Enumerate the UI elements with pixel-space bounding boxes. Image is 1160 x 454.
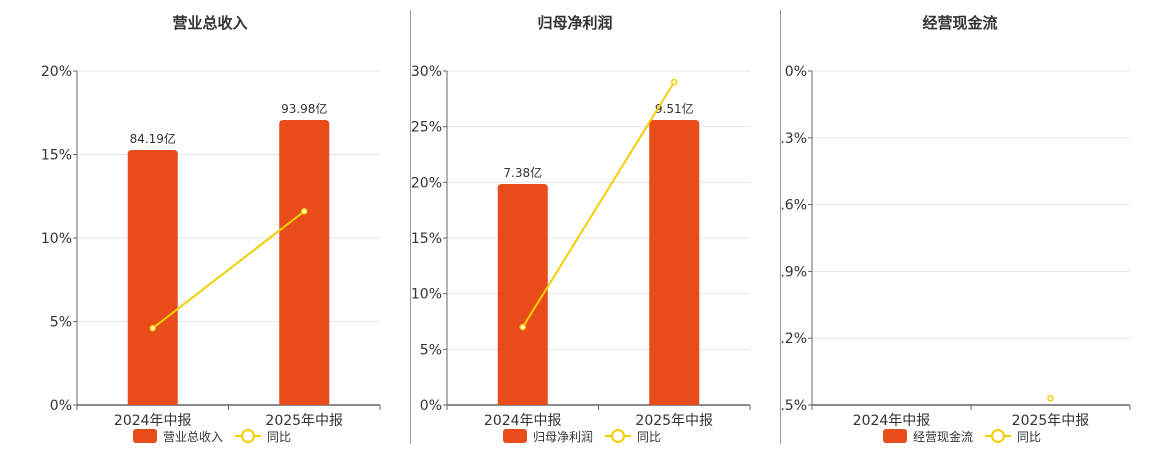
panel-divider	[410, 10, 411, 444]
legend-bar-label: 归母净利润	[533, 430, 593, 444]
chart-title: 经营现金流	[922, 14, 997, 32]
x-tick-label: 2025年中报	[1012, 413, 1090, 429]
y-tick-label: -1.2%	[781, 331, 807, 347]
y-tick-label: 0%	[420, 398, 442, 414]
bar-data-label: 84.19亿	[130, 131, 176, 146]
panel-revenue: 营业总收入 20% 15% 10% 5% 0% 2024年中报 2025年中报 84.19亿 93…	[0, 0, 410, 450]
revenue-chart: 营业总收入 20% 15% 10% 5% 0% 2024年中报 2025年中报 84.19亿 93…	[41, 14, 381, 444]
net-profit-chart: 归母净利润 30% 25% 20% 15% 10% 5% 0% 2024年中报 2025年中报 7.…	[411, 14, 751, 444]
panel-net-profit: 归母净利润 30% 25% 20% 15% 10% 5% 0% 2024年中报 2025年中报 7.…	[411, 0, 780, 450]
chart-title: 营业总收入	[172, 14, 247, 32]
y-tick-label: 15%	[41, 148, 72, 164]
y-tick-label: 30%	[411, 64, 442, 80]
yoy-point	[671, 78, 678, 86]
y-tick-label: 15%	[411, 231, 442, 247]
chart-title: 归母净利润	[537, 14, 612, 32]
legend-bar-swatch	[503, 429, 527, 443]
yoy-point	[301, 208, 308, 215]
y-tick-label: 10%	[411, 287, 442, 303]
panel-divider	[780, 10, 781, 444]
legend-line-label: 同比	[267, 430, 291, 444]
bar-data-label: 9.51亿	[655, 101, 694, 116]
y-tick-label: 0%	[785, 64, 807, 80]
yoy-line	[152, 210, 305, 329]
yoy-point	[149, 324, 156, 332]
y-tick-label: 5%	[50, 315, 72, 331]
y-tick-label: 5%	[420, 342, 442, 358]
y-tick-label: 0%	[50, 398, 72, 414]
bar	[127, 150, 178, 405]
yoy-point	[519, 323, 526, 331]
x-tick-label: 2024年中报	[114, 413, 192, 429]
y-tick-label: -0.3%	[781, 131, 807, 147]
y-tick-label: 25%	[411, 120, 442, 136]
y-tick-label: 10%	[41, 231, 72, 247]
legend-bar-swatch	[133, 429, 157, 443]
x-tick-label: 2025年中报	[265, 413, 343, 429]
bar	[279, 120, 330, 405]
y-tick-label: -1.5%	[781, 398, 807, 414]
x-tick-label: 2025年中报	[635, 413, 713, 429]
bar-data-label: 93.98亿	[281, 101, 327, 116]
yoy-line	[521, 81, 676, 328]
legend-bar-label: 营业总收入	[163, 430, 223, 444]
y-tick-label: -0.6%	[781, 198, 807, 214]
legend-bar-swatch	[883, 429, 907, 443]
bar-data-label: 7.38亿	[503, 165, 542, 180]
bar	[497, 184, 548, 405]
y-tick-label: -0.9%	[781, 264, 807, 280]
cash-flow-chart: 经营现金流 0% -0.3% -0.6% -0.9% -1.2% -1.5% 2024年中报 2…	[766, 14, 1131, 444]
legend-line-label: 同比	[637, 430, 661, 444]
panel-cash-flow: 经营现金流 0% -0.3% -0.6% -0.9% -1.2% -1.5% 2024年中报 2…	[766, 0, 1160, 450]
x-tick-label: 2024年中报	[484, 413, 562, 429]
bar	[649, 120, 700, 405]
x-tick-label: 2024年中报	[853, 413, 931, 429]
legend-line-marker	[241, 429, 255, 443]
legend-line-marker	[611, 429, 625, 443]
legend-line-marker	[991, 429, 1005, 443]
y-tick-label: 20%	[41, 64, 72, 80]
legend-line-label: 同比	[1017, 430, 1041, 444]
y-tick-label: 20%	[411, 175, 442, 191]
legend-bar-label: 经营现金流	[913, 429, 973, 444]
yoy-point	[1047, 395, 1054, 402]
